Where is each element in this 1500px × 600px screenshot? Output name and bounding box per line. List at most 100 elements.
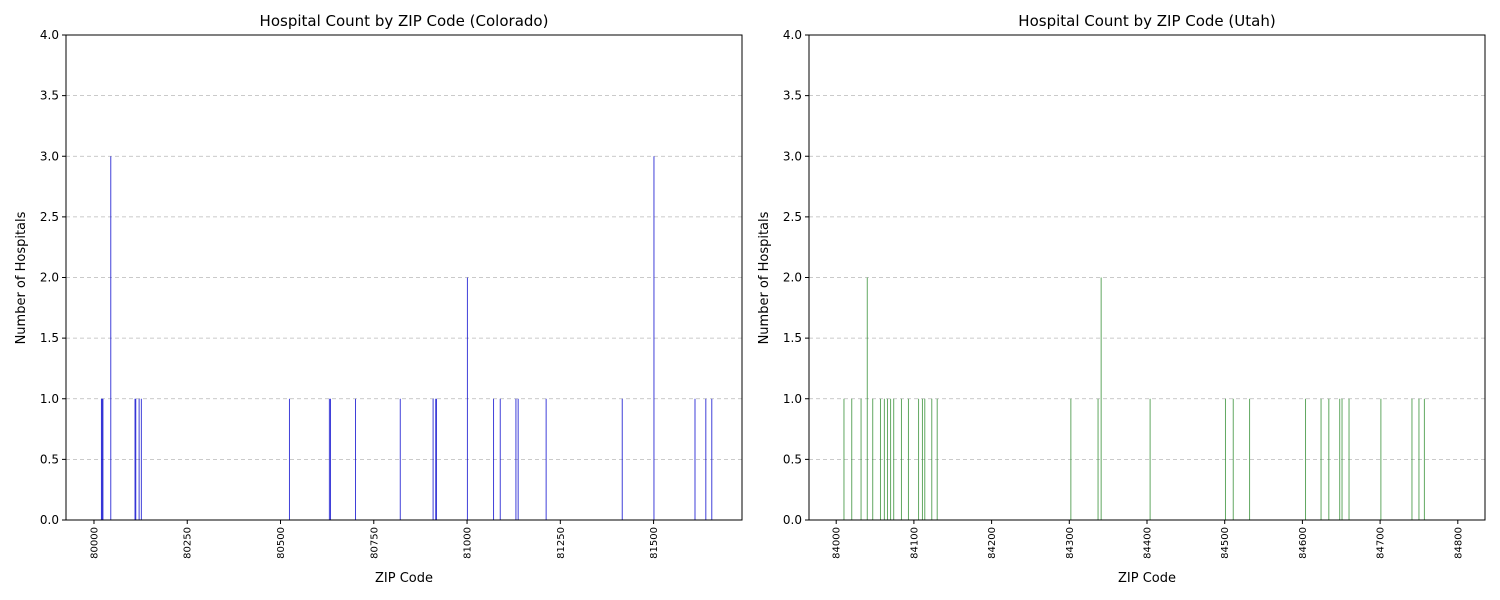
- y-tick-label: 1.0: [783, 392, 802, 406]
- x-tick-label: 81500: [649, 527, 660, 559]
- bar: [432, 398, 434, 520]
- bar: [435, 398, 437, 520]
- bar: [330, 398, 332, 520]
- bar: [866, 277, 868, 520]
- x-axis-label: ZIP Code: [1118, 571, 1176, 586]
- bar: [918, 398, 920, 520]
- bar: [499, 398, 501, 520]
- bar: [890, 398, 892, 520]
- bar: [621, 398, 623, 520]
- y-axis-label: Number of Hospitals: [757, 211, 772, 344]
- bar: [466, 277, 468, 520]
- bar: [288, 398, 290, 520]
- x-tick-label: 80500: [276, 527, 287, 559]
- x-tick-label: 80000: [89, 527, 100, 559]
- bar: [843, 398, 845, 520]
- x-tick-label: 84600: [1298, 527, 1309, 559]
- bar: [1305, 398, 1307, 520]
- bar: [110, 156, 112, 520]
- bar: [1418, 398, 1420, 520]
- x-axis-label: ZIP Code: [375, 571, 433, 586]
- chart-colorado: Hospital Count by ZIP Code (Colorado) ZI…: [14, 12, 743, 586]
- bar: [1097, 398, 1099, 520]
- bar: [1070, 398, 1072, 520]
- bar: [399, 398, 401, 520]
- bar: [860, 398, 862, 520]
- x-tick-label: 84000: [832, 527, 843, 559]
- bar: [872, 398, 874, 520]
- bar: [140, 398, 142, 520]
- bar: [100, 398, 102, 520]
- x-tick-label: 80750: [369, 527, 380, 559]
- chart-title: Hospital Count by ZIP Code (Utah): [1018, 12, 1275, 30]
- y-tick-label: 0.0: [40, 513, 59, 527]
- bar: [1328, 398, 1330, 520]
- y-tick-label: 0.5: [40, 452, 59, 466]
- bar: [883, 398, 885, 520]
- bar: [102, 398, 104, 520]
- bar: [1249, 398, 1251, 520]
- bar: [705, 398, 707, 520]
- chart-utah: Hospital Count by ZIP Code (Utah) ZIP Co…: [757, 12, 1486, 586]
- x-tick-label: 84500: [1220, 527, 1231, 559]
- y-tick-label: 2.0: [783, 271, 802, 285]
- x-tick-label: 84300: [1065, 527, 1076, 559]
- bar: [1423, 398, 1425, 520]
- y-tick-label: 2.0: [40, 271, 59, 285]
- bar: [1232, 398, 1234, 520]
- x-tick-label: 80250: [183, 527, 194, 559]
- bar: [517, 398, 519, 520]
- x-tick-label: 84200: [987, 527, 998, 559]
- y-tick-label: 3.5: [783, 89, 802, 103]
- bar: [851, 398, 853, 520]
- bar: [1100, 277, 1102, 520]
- bar: [545, 398, 547, 520]
- bar: [653, 156, 655, 520]
- y-tick-label: 1.5: [40, 331, 59, 345]
- bar: [921, 398, 923, 520]
- bar: [1149, 398, 1151, 520]
- bar: [931, 398, 933, 520]
- x-tick-label: 84700: [1376, 527, 1387, 559]
- bar: [924, 398, 926, 520]
- bar: [435, 398, 437, 520]
- chart-title: Hospital Count by ZIP Code (Colorado): [260, 12, 549, 30]
- bar: [879, 398, 881, 520]
- bar: [711, 398, 713, 520]
- bar: [328, 398, 330, 520]
- bar: [900, 398, 902, 520]
- y-tick-label: 2.5: [40, 210, 59, 224]
- x-tick-label: 84100: [909, 527, 920, 559]
- bar: [135, 398, 137, 520]
- bar: [101, 398, 103, 520]
- bar: [515, 398, 517, 520]
- bar: [355, 398, 357, 520]
- bar: [1380, 398, 1382, 520]
- y-tick-label: 1.0: [40, 392, 59, 406]
- plot-frame: [65, 34, 743, 521]
- y-tick-label: 4.0: [40, 28, 59, 42]
- x-tick-label: 81000: [463, 527, 474, 559]
- y-tick-label: 3.0: [40, 149, 59, 163]
- bar: [1224, 398, 1226, 520]
- plot-frame: [808, 34, 1486, 521]
- x-tick-label: 84800: [1453, 527, 1464, 559]
- y-tick-label: 0.5: [783, 452, 802, 466]
- bar: [893, 398, 895, 520]
- x-tick-label: 84400: [1143, 527, 1154, 559]
- bar: [886, 398, 888, 520]
- bar: [493, 398, 495, 520]
- bar: [138, 398, 140, 520]
- y-tick-label: 4.0: [783, 28, 802, 42]
- y-tick-label: 0.0: [783, 513, 802, 527]
- bar: [1320, 398, 1322, 520]
- bar: [1348, 398, 1350, 520]
- bar: [907, 398, 909, 520]
- bar: [1411, 398, 1413, 520]
- y-tick-label: 3.5: [40, 89, 59, 103]
- bar: [936, 398, 938, 520]
- x-tick-label: 81250: [556, 527, 567, 559]
- y-tick-label: 1.5: [783, 331, 802, 345]
- bar: [1341, 398, 1343, 520]
